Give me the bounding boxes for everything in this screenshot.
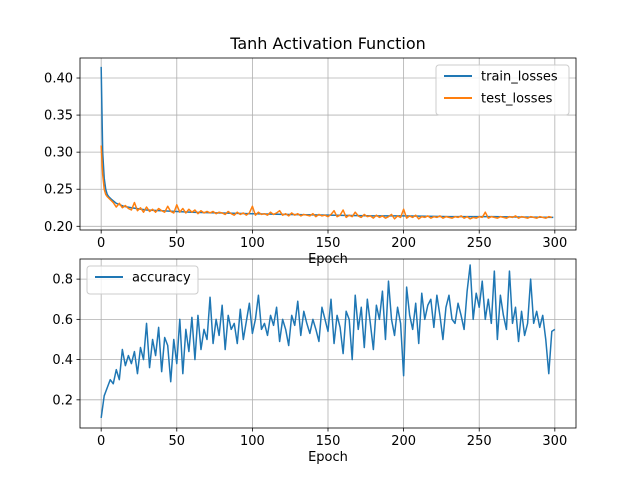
y-tick-label: 0.20 (44, 220, 73, 235)
x-tick-label: 100 (240, 434, 265, 449)
x-axis-label: Epoch (308, 450, 348, 465)
x-tick-label: 50 (169, 434, 186, 449)
x-tick-label: 250 (467, 434, 492, 449)
y-tick-label: 0.25 (44, 183, 73, 198)
x-tick-label: 200 (391, 236, 416, 251)
legend-box (435, 64, 570, 116)
x-tick-label: 150 (316, 434, 341, 449)
legend-label-accuracy: accuracy (132, 271, 191, 286)
x-tick-label: 0 (97, 236, 105, 251)
x-tick-label: 300 (542, 236, 567, 251)
x-tick-label: 200 (391, 434, 416, 449)
legend-box (86, 265, 199, 295)
y-tick-label: 0.2 (52, 393, 73, 408)
y-tick-label: 0.40 (44, 72, 73, 87)
x-tick-label: 150 (316, 236, 341, 251)
x-tick-label: 100 (240, 236, 265, 251)
legend: train_losses test_losses (435, 64, 570, 116)
series-line-test-losses (100, 145, 552, 220)
legend: accuracy (86, 265, 199, 295)
legend-label-test-losses: test_losses (481, 92, 553, 107)
x-tick-label: 250 (467, 236, 492, 251)
series-line-accuracy (100, 264, 556, 419)
y-tick-label: 0.4 (52, 353, 73, 368)
loss-chart-panel: 0 50 100 150 200 250 300 0.20 0.25 0.30 0.35 0.40 Ta… (44, 34, 577, 267)
y-tick-label: 0.6 (52, 313, 73, 328)
accuracy-chart-panel: 0 50 100 150 200 250 300 0.2 0.4 0.6 0.8 Epoch accur… (52, 258, 577, 465)
x-tick-label: 50 (169, 236, 186, 251)
x-tick-label: 0 (97, 434, 105, 449)
y-tick-label: 0.30 (44, 146, 73, 161)
legend-label-train-losses: train_losses (481, 70, 558, 85)
chart-title: Tanh Activation Function (229, 34, 426, 53)
y-tick-label: 0.8 (52, 273, 73, 288)
y-tick-label: 0.35 (44, 109, 73, 124)
x-tick-label: 300 (542, 434, 567, 449)
